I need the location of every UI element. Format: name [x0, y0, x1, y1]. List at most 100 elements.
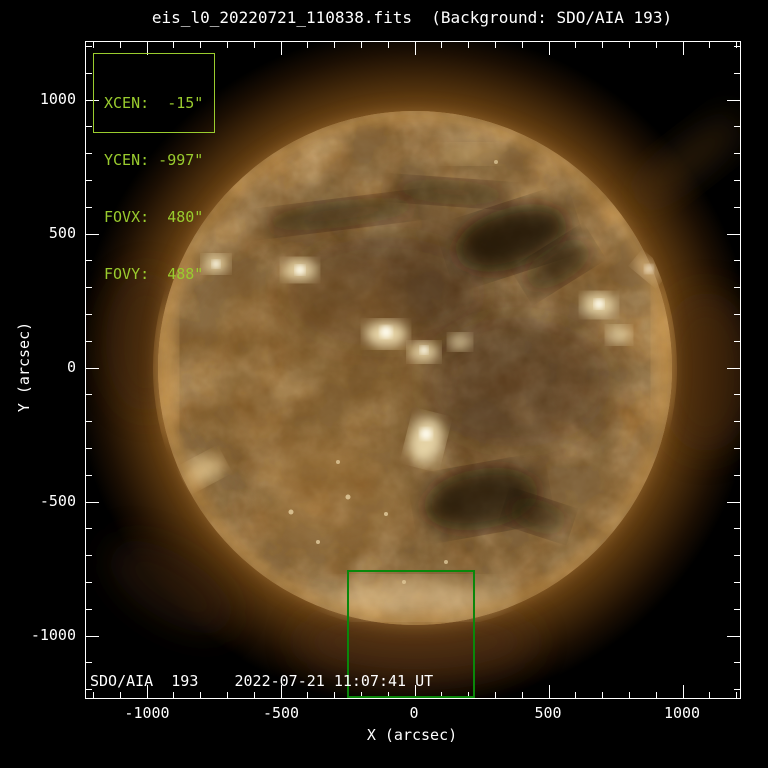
axis-tick [86, 45, 92, 47]
axis-tick [521, 42, 523, 48]
axis-tick [173, 42, 175, 48]
axis-tick [86, 313, 92, 315]
axis-tick [86, 206, 92, 208]
axis-tick [734, 260, 740, 262]
axis-tick [334, 692, 336, 698]
axis-tick [146, 685, 148, 698]
axis-tick [86, 153, 92, 155]
axis-tick [727, 233, 740, 235]
axis-tick [86, 421, 92, 423]
axis-tick [548, 685, 550, 698]
xcen-value: XCEN: -15" [104, 94, 204, 112]
axis-tick [86, 528, 92, 530]
limb-ring-outer [150, 103, 680, 633]
x-tick-label: -500 [262, 704, 300, 722]
x-tick-label: 1000 [663, 704, 701, 722]
axis-tick [86, 179, 92, 181]
sun-image [86, 42, 740, 698]
active-regions [185, 144, 631, 584]
y-tick-label: -500 [39, 492, 76, 510]
axis-tick [86, 260, 92, 262]
axis-tick [727, 635, 740, 637]
axis-tick [575, 692, 577, 698]
axis-tick [727, 99, 740, 101]
axis-tick [86, 447, 92, 449]
axis-tick [494, 42, 496, 48]
axis-tick [441, 692, 443, 698]
axis-tick [119, 692, 121, 698]
axis-tick [734, 206, 740, 208]
axis-tick [86, 662, 92, 664]
axis-tick [734, 153, 740, 155]
axis-tick [655, 42, 657, 48]
axis-tick [682, 42, 684, 55]
axis-tick [86, 474, 92, 476]
axis-tick [734, 662, 740, 664]
axis-tick [709, 42, 711, 48]
axis-tick [736, 42, 738, 48]
axis-tick [734, 394, 740, 396]
axis-tick [628, 692, 630, 698]
plot-title: eis_l0_20220721_110838.fits (Background:… [151, 8, 673, 27]
x-tick-label: -1000 [124, 704, 170, 722]
axis-tick [734, 179, 740, 181]
limb-ring-inner [158, 111, 672, 625]
axis-tick [494, 692, 496, 698]
axis-tick [119, 42, 121, 48]
axis-tick [575, 42, 577, 48]
axis-tick [734, 447, 740, 449]
axis-tick [146, 42, 148, 55]
eis-fov-rectangle [346, 569, 476, 698]
y-tick-label: 1000 [39, 90, 76, 108]
y-tick-label: -1000 [30, 626, 76, 644]
axis-tick [655, 692, 657, 698]
axis-tick [734, 689, 740, 691]
axis-tick [334, 42, 336, 48]
axis-tick [86, 608, 92, 610]
axis-tick [173, 692, 175, 698]
axis-tick [86, 287, 92, 289]
axis-tick [602, 692, 604, 698]
axis-tick [226, 692, 228, 698]
axis-tick [253, 692, 255, 698]
axis-tick [414, 685, 416, 698]
axis-tick [734, 555, 740, 557]
axis-tick [387, 692, 389, 698]
axis-tick [92, 692, 94, 698]
axis-tick [226, 42, 228, 48]
axis-tick [86, 233, 99, 235]
fovx-value: FOVX: 480" [104, 208, 204, 226]
axis-tick [628, 42, 630, 48]
axis-tick [734, 608, 740, 610]
axis-tick [727, 367, 740, 369]
axis-tick [86, 126, 92, 128]
axis-tick [253, 42, 255, 48]
axis-tick [521, 692, 523, 698]
axis-tick [736, 692, 738, 698]
axis-tick [682, 685, 684, 698]
x-tick-label: 0 [409, 704, 419, 722]
axis-tick [360, 692, 362, 698]
pointing-info-box: XCEN: -15" YCEN: -997" FOVX: 480" FOVY: … [93, 53, 215, 283]
axis-tick [200, 42, 202, 48]
axis-tick [86, 501, 99, 503]
axis-tick [602, 42, 604, 48]
x-axis-title: X (arcsec) [366, 726, 458, 744]
axis-tick [734, 581, 740, 583]
axis-tick [734, 313, 740, 315]
y-tick-label: 0 [66, 358, 76, 376]
axis-tick [727, 501, 740, 503]
axis-tick [86, 581, 92, 583]
axis-tick [280, 42, 282, 55]
background-image-timestamp: SDO/AIA 193 2022-07-21 11:07:41 UT [90, 672, 434, 690]
axis-tick [307, 692, 309, 698]
axis-tick [86, 394, 92, 396]
axis-tick [468, 692, 470, 698]
axis-tick [86, 367, 99, 369]
axis-tick [86, 72, 92, 74]
axis-tick [734, 126, 740, 128]
axis-tick [92, 42, 94, 48]
ycen-value: YCEN: -997" [104, 151, 204, 169]
axis-tick [734, 72, 740, 74]
axis-tick [734, 528, 740, 530]
